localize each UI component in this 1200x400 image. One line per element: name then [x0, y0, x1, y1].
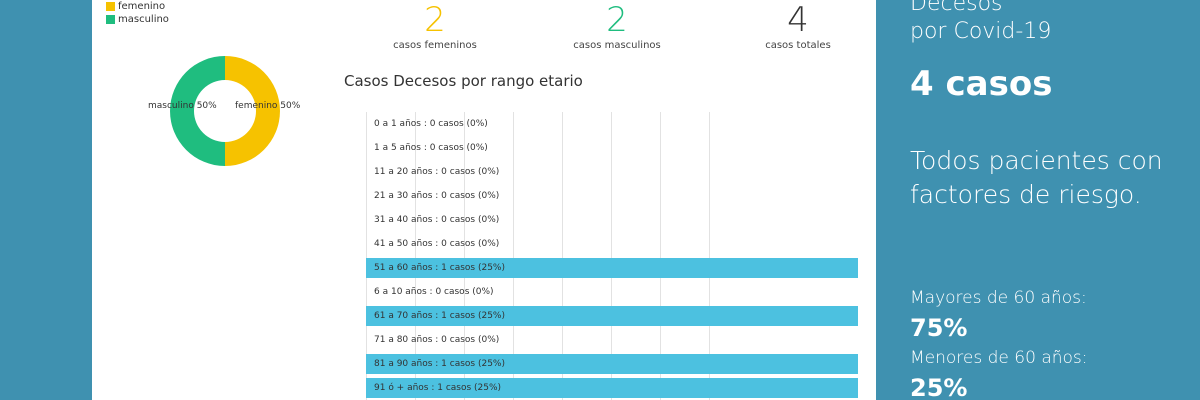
donut-slice-masculino[interactable] [170, 56, 225, 166]
age-bar-label: 71 a 80 años : 0 casos (0%) [374, 335, 500, 345]
stat-value-totales: 4 [787, 0, 809, 40]
over60-label: Mayores de 60 años: [910, 288, 1087, 308]
grid-line [709, 112, 710, 400]
age-chart-title: Casos Decesos por rango etario [344, 72, 583, 90]
legend-swatch-femenino [106, 2, 115, 11]
legend-swatch-masculino [106, 15, 115, 24]
grid-line [611, 112, 612, 400]
age-bar-row: 11 a 20 años : 0 casos (0%) [366, 160, 858, 184]
age-bar-row: 51 a 60 años : 1 casos (25%) [366, 256, 858, 280]
summary-title-line2: por Covid-19 [910, 19, 1052, 44]
age-bar-row: 71 a 80 años : 0 casos (0%) [366, 328, 858, 352]
grid-line [660, 112, 661, 400]
dashboard-panel: femenino masculino masculino 50% femenin… [92, 0, 876, 400]
gender-donut-chart [170, 56, 280, 166]
age-bar-label: 6 a 10 años : 0 casos (0%) [374, 287, 494, 297]
legend-label-masculino: masculino [118, 14, 169, 25]
stat-value-masculinos: 2 [606, 0, 628, 40]
age-bar[interactable] [366, 354, 858, 374]
grid-line [513, 112, 514, 400]
age-bar-row: 91 ó + años : 1 casos (25%) [366, 376, 858, 400]
age-bar-label: 11 a 20 años : 0 casos (0%) [374, 167, 500, 177]
age-bar-row: 6 a 10 años : 0 casos (0%) [366, 280, 858, 304]
age-bar-label: 21 a 30 años : 0 casos (0%) [374, 191, 500, 201]
grid-line [464, 112, 465, 400]
age-bar-label: 81 a 90 años : 1 casos (25%) [374, 359, 505, 369]
age-bar-label: 1 a 5 años : 0 casos (0%) [374, 143, 488, 153]
left-frame [0, 0, 92, 400]
age-bar-label: 51 a 60 años : 1 casos (25%) [374, 263, 505, 273]
summary-title-line1: Decesos [910, 0, 1003, 16]
under60-value: 25% [910, 374, 968, 400]
donut-label-femenino: femenino 50% [235, 101, 301, 111]
age-bar-row: 61 a 70 años : 1 casos (25%) [366, 304, 858, 328]
age-bar-label: 0 a 1 años : 0 casos (0%) [374, 119, 488, 129]
age-bar-row: 31 a 40 años : 0 casos (0%) [366, 208, 858, 232]
age-bar-label: 41 a 50 años : 0 casos (0%) [374, 239, 500, 249]
summary-total: 4 casos [910, 64, 1053, 104]
stat-casos-totales: 4 casos totales [723, 2, 873, 51]
age-bar-label: 31 a 40 años : 0 casos (0%) [374, 215, 500, 225]
stat-value-femeninos: 2 [424, 0, 446, 40]
stat-label-totales: casos totales [765, 40, 831, 51]
grid-line [562, 112, 563, 400]
age-bar-row: 81 a 90 años : 1 casos (25%) [366, 352, 858, 376]
stat-label-masculinos: casos masculinos [573, 40, 661, 51]
grid-line [415, 112, 416, 400]
age-bar-label: 61 a 70 años : 1 casos (25%) [374, 311, 505, 321]
age-bar-row: 0 a 1 años : 0 casos (0%) [366, 112, 858, 136]
donut-label-masculino: masculino 50% [148, 101, 217, 111]
summary-panel: Decesos por Covid-19 4 casos Todos pacie… [876, 0, 1200, 400]
legend-item-femenino[interactable]: femenino [106, 0, 169, 13]
age-bar[interactable] [366, 306, 858, 326]
legend-item-masculino[interactable]: masculino [106, 13, 169, 26]
age-bar-row: 1 a 5 años : 0 casos (0%) [366, 136, 858, 160]
gender-legend: femenino masculino [106, 0, 169, 26]
stat-label-femeninos: casos femeninos [393, 40, 477, 51]
grid-line [366, 112, 367, 400]
stat-casos-masculinos: 2 casos masculinos [542, 2, 692, 51]
legend-label-femenino: femenino [118, 1, 166, 12]
age-bar-label: 91 ó + años : 1 casos (25%) [374, 383, 502, 393]
age-bar[interactable] [366, 378, 858, 398]
summary-note: Todos pacientes con factores de riesgo. [910, 146, 1163, 209]
summary-title: Decesos por Covid-19 [910, 0, 1051, 46]
over60-value: 75% [910, 314, 968, 342]
stat-casos-femeninos: 2 casos femeninos [360, 2, 510, 51]
age-bar[interactable] [366, 258, 858, 278]
donut-slice-femenino[interactable] [225, 56, 280, 166]
age-bar-row: 21 a 30 años : 0 casos (0%) [366, 184, 858, 208]
age-bar-row: 41 a 50 años : 0 casos (0%) [366, 232, 858, 256]
under60-label: Menores de 60 años: [910, 348, 1088, 368]
age-bar-chart: 0 a 1 años : 0 casos (0%) 1 a 5 años : 0 … [366, 112, 858, 400]
